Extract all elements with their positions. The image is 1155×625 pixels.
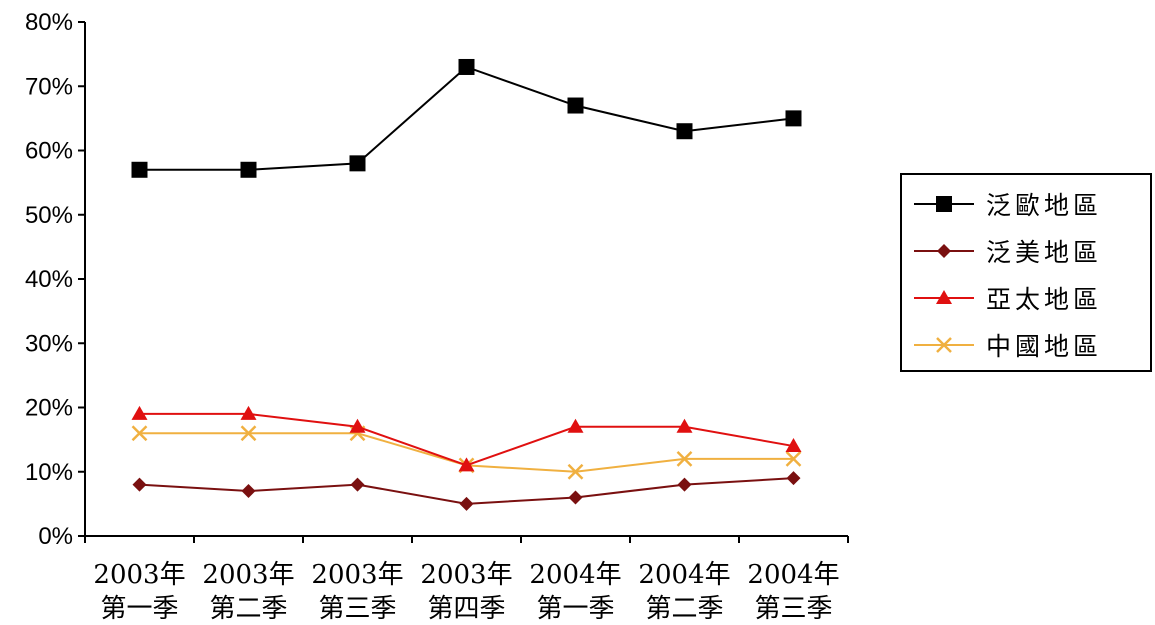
data-point xyxy=(785,110,802,127)
data-point xyxy=(677,477,692,492)
data-point xyxy=(240,161,257,178)
legend-marker xyxy=(937,244,951,258)
legend: 泛歐地區泛美地區亞太地區中國地區 xyxy=(900,173,1152,372)
legend-label: 泛美地區 xyxy=(986,238,1103,267)
x-tick-label: 第三季 xyxy=(754,594,832,624)
data-point xyxy=(676,123,693,140)
legend-label: 中國地區 xyxy=(986,332,1103,361)
legend-label: 亞太地區 xyxy=(986,285,1103,314)
data-point xyxy=(241,484,256,499)
y-tick-label: 30% xyxy=(25,330,73,357)
marker-stroke xyxy=(567,463,584,480)
legend-item: 泛美地區 xyxy=(912,234,1102,268)
x-tick-label: 第一季 xyxy=(100,594,178,624)
data-point xyxy=(458,457,475,472)
series-3 xyxy=(131,405,802,472)
x-tick-label: 2003年 xyxy=(93,560,185,590)
data-point xyxy=(567,97,584,114)
x-tick-label: 第三季 xyxy=(318,594,396,624)
legend-item: 泛歐地區 xyxy=(912,187,1102,221)
y-tick-label: 10% xyxy=(25,459,73,486)
legend-marker xyxy=(936,290,952,304)
marker-stroke xyxy=(676,451,693,467)
data-point xyxy=(131,425,148,442)
x-tick-label: 2003年 xyxy=(420,560,512,590)
data-point xyxy=(240,425,257,442)
data-point xyxy=(785,451,802,467)
data-point xyxy=(567,463,584,480)
data-point xyxy=(349,155,366,172)
series-2 xyxy=(132,471,801,511)
x-tick-label: 第一季 xyxy=(536,594,614,624)
series-line xyxy=(139,65,794,171)
y-tick-label: 40% xyxy=(25,266,73,293)
x-tick-label: 2003年 xyxy=(311,560,403,590)
legend-marker xyxy=(936,337,952,353)
y-tick-label: 60% xyxy=(25,138,73,165)
data-point xyxy=(786,471,801,486)
x-tick-label: 第二季 xyxy=(645,594,723,624)
x-tick-label: 2004年 xyxy=(747,560,839,590)
data-point xyxy=(349,418,366,433)
legend-swatch xyxy=(914,244,974,258)
marker-stroke xyxy=(785,451,802,467)
y-axis-ticks: 0% 10% 20% 30% 40% 50% 60% 70% 80% xyxy=(25,9,85,550)
data-point xyxy=(567,418,584,433)
x-tick-label: 第二季 xyxy=(209,594,287,624)
y-tick-label: 20% xyxy=(25,395,73,422)
data-point xyxy=(131,405,148,420)
y-tick-label: 70% xyxy=(25,73,73,100)
legend-label: 泛歐地區 xyxy=(986,191,1103,220)
legend-swatch xyxy=(914,196,974,212)
data-point xyxy=(459,496,474,511)
data-point xyxy=(676,451,693,467)
data-point xyxy=(132,477,147,492)
marker-stroke xyxy=(240,425,257,442)
x-tick-label: 2004年 xyxy=(529,560,621,590)
plot-area xyxy=(131,58,802,511)
legend-swatch xyxy=(914,337,974,353)
data-point xyxy=(131,161,148,178)
legend-item: 亞太地區 xyxy=(912,281,1102,315)
data-point xyxy=(240,405,257,420)
data-point xyxy=(350,477,365,492)
x-tick-label: 2003年 xyxy=(202,560,294,590)
data-point xyxy=(676,418,693,433)
y-tick-label: 0% xyxy=(38,523,73,550)
data-point xyxy=(785,438,802,453)
x-axis-ticks: 2003年第一季2003年第二季2003年第三季2003年第四季2004年第一季… xyxy=(84,536,849,624)
marker-stroke xyxy=(131,425,148,442)
marker-stroke xyxy=(936,337,952,353)
x-tick-label: 2004年 xyxy=(638,560,730,590)
series-1 xyxy=(131,58,802,178)
legend-item: 中國地區 xyxy=(912,328,1102,362)
y-tick-label: 80% xyxy=(25,9,73,36)
data-point xyxy=(458,58,475,75)
legend-swatch xyxy=(914,290,974,304)
y-tick-label: 50% xyxy=(25,202,73,229)
legend-marker xyxy=(936,196,952,212)
data-point xyxy=(568,490,583,505)
x-tick-label: 第四季 xyxy=(427,594,505,624)
